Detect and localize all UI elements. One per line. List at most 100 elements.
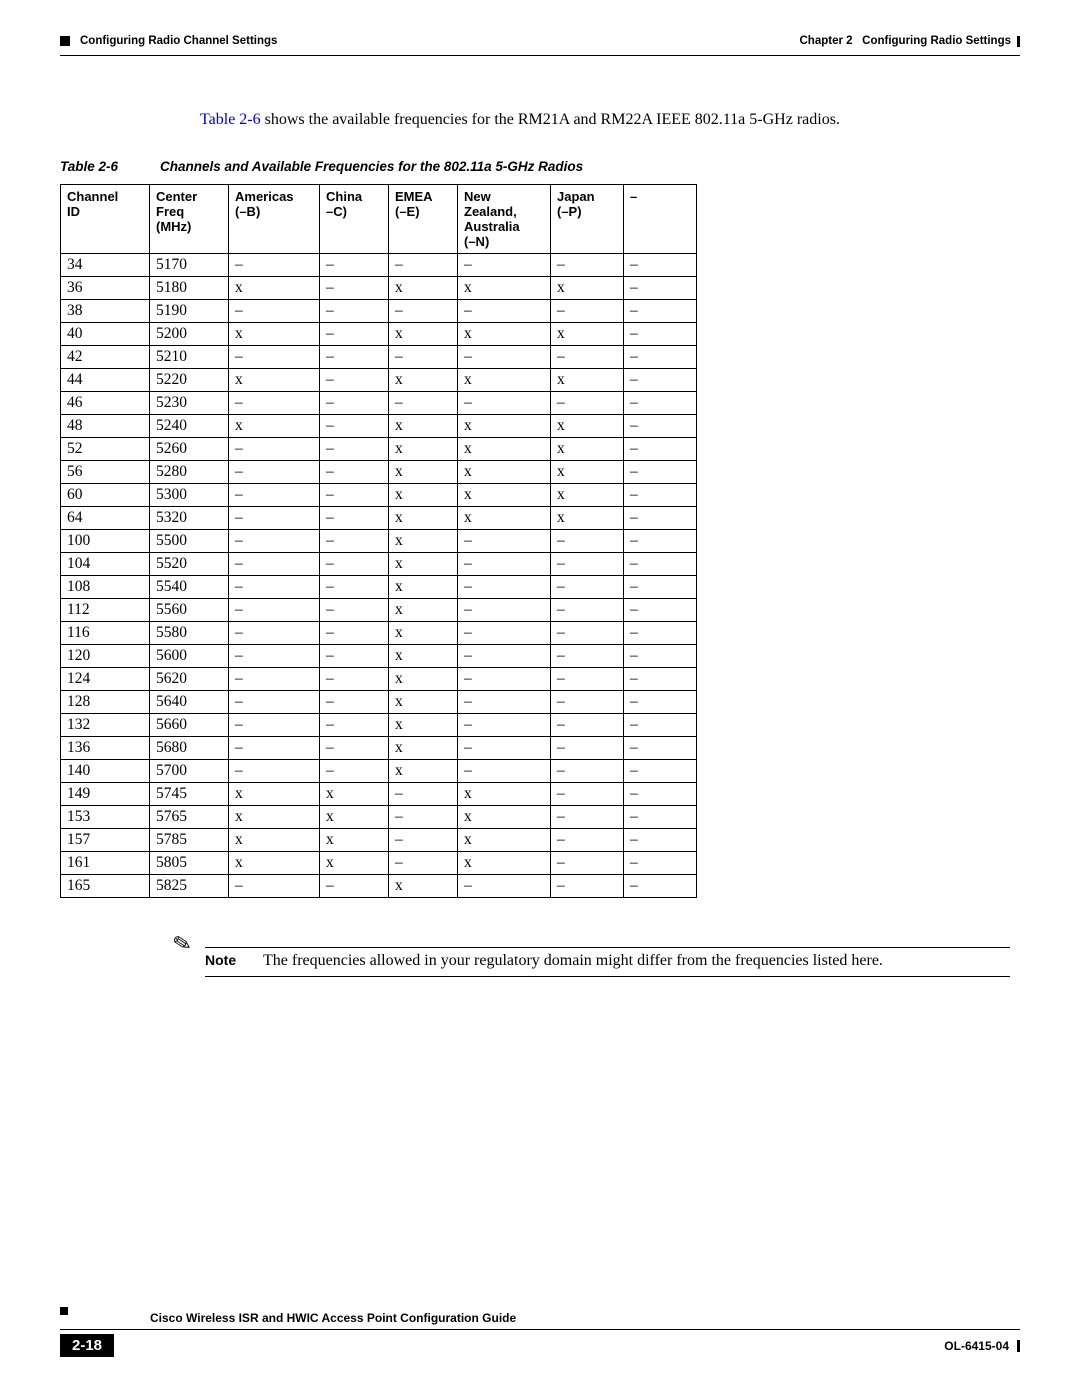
table-cell: x [389,760,458,783]
table-cell: – [551,576,624,599]
col-header: NewZealand,Australia(–N) [458,185,551,254]
table-cell: – [624,415,697,438]
table-cell: – [320,576,389,599]
table-row: 1495745xx–x–– [61,783,697,806]
table-row: 1575785xx–x–– [61,829,697,852]
table-cell: – [458,714,551,737]
intro-paragraph: Table 2-6 shows the available frequencie… [200,111,1020,129]
table-cell: – [458,645,551,668]
table-cell: – [320,484,389,507]
table-cell: – [551,599,624,622]
table-cell: 64 [61,507,150,530]
table-cell: x [229,852,320,875]
table-cell: 38 [61,300,150,323]
table-cell: – [551,875,624,898]
table-cell: – [624,392,697,415]
table-cell: – [229,691,320,714]
table-cell: 5320 [150,507,229,530]
table-cell: – [320,461,389,484]
table-cell: – [551,714,624,737]
table-cell: – [551,806,624,829]
table-cell: – [458,622,551,645]
col-header: – [624,185,697,254]
table-cell: x [551,277,624,300]
table-cell: 5200 [150,323,229,346]
table-cell: 52 [61,438,150,461]
table-cell: x [389,691,458,714]
table-row: 345170–––––– [61,254,697,277]
table-cell: – [551,829,624,852]
table-cell: x [229,323,320,346]
table-cell: – [320,438,389,461]
table-cell: 128 [61,691,150,714]
table-row: 605300––xxx– [61,484,697,507]
table-cell: x [389,484,458,507]
table-cell: x [458,323,551,346]
table-cell: 34 [61,254,150,277]
table-cell: – [320,254,389,277]
table-cell: – [320,645,389,668]
table-cell: x [320,806,389,829]
table-cell: x [320,783,389,806]
table-cell: – [624,507,697,530]
table-cell: 5560 [150,599,229,622]
table-cell: – [389,829,458,852]
table-cell: x [551,369,624,392]
table-cell: – [624,806,697,829]
table-cell: 60 [61,484,150,507]
table-cell: – [229,599,320,622]
footer-stub-icon [60,1307,68,1315]
table-cell: x [458,461,551,484]
table-cell: x [551,461,624,484]
table-row: 1325660––x––– [61,714,697,737]
table-cell: 5700 [150,760,229,783]
table-cell: x [458,415,551,438]
table-cell: – [389,392,458,415]
table-cell: 5280 [150,461,229,484]
table-cell: – [229,507,320,530]
table-cell: x [389,576,458,599]
col-header: Japan(–P) [551,185,624,254]
table-cell: x [229,369,320,392]
table-cell: – [229,346,320,369]
table-cell: 5220 [150,369,229,392]
table-cell: x [551,484,624,507]
table-cell: x [389,714,458,737]
table-ref-link[interactable]: Table 2-6 [200,111,261,128]
table-cell: – [624,277,697,300]
table-cell: – [624,461,697,484]
table-cell: 5745 [150,783,229,806]
table-row: 1245620––x––– [61,668,697,691]
table-row: 1005500––x––– [61,530,697,553]
table-cell: 120 [61,645,150,668]
table-cell: – [229,622,320,645]
table-cell: x [229,806,320,829]
table-cell: – [624,875,697,898]
table-row: 525260––xxx– [61,438,697,461]
table-cell: – [320,369,389,392]
doc-id: OL-6415-04 [944,1339,1020,1353]
table-cell: x [389,645,458,668]
table-cell: x [389,622,458,645]
table-cell: – [551,530,624,553]
table-cell: – [458,737,551,760]
header-title: Configuring Radio Settings [862,35,1011,47]
table-cell: 161 [61,852,150,875]
table-cell: x [389,323,458,346]
table-cell: – [624,484,697,507]
table-cell: – [624,622,697,645]
table-cell: – [229,530,320,553]
table-cell: – [229,254,320,277]
table-row: 645320––xxx– [61,507,697,530]
table-cell: – [320,323,389,346]
table-cell: – [389,783,458,806]
table-row: 1125560––x––– [61,599,697,622]
table-cell: – [624,530,697,553]
table-cell: – [320,599,389,622]
table-cell: – [551,691,624,714]
table-row: 405200x–xxx– [61,323,697,346]
table-cell: – [624,300,697,323]
table-cell: 5620 [150,668,229,691]
table-cell: – [458,346,551,369]
page-footer: Cisco Wireless ISR and HWIC Access Point… [60,1311,1020,1357]
